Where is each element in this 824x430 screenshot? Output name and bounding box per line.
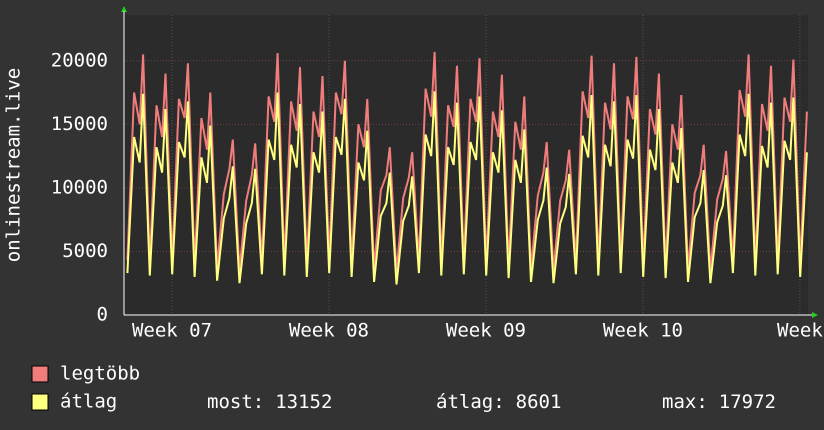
y-tick-label: 5000: [62, 240, 108, 262]
legend-swatch: [31, 365, 49, 383]
stat: átlag: 8601: [436, 391, 561, 413]
y-tick-label: 0: [97, 304, 108, 326]
y-tick-label: 15000: [51, 113, 108, 135]
stat-label: max:: [662, 391, 708, 413]
axis-arrow: [812, 312, 818, 318]
legend-label: legtöbb: [60, 363, 140, 385]
series-line: [126, 51, 808, 272]
x-tick-label: Week: [777, 320, 823, 342]
x-tick-label: Week 07: [132, 320, 212, 342]
stat-value: 8601: [516, 391, 562, 413]
stat-value: 17972: [719, 391, 776, 413]
stat-value: 13152: [275, 391, 332, 413]
legend-label: átlag: [60, 391, 117, 413]
stat: most: 13152: [207, 391, 332, 413]
x-tick-label: Week 08: [289, 320, 369, 342]
stat-label: átlag:: [436, 391, 505, 413]
series-line: [126, 91, 808, 285]
stat-label: most:: [207, 391, 264, 413]
y-tick-label: 10000: [51, 176, 108, 198]
x-tick-label: Week 09: [446, 320, 526, 342]
legend-swatch: [31, 393, 49, 411]
y-axis-title: onlinestream.live: [3, 68, 25, 262]
axis-arrow: [121, 6, 127, 12]
y-tick-label: 20000: [51, 49, 108, 71]
x-tick-label: Week 10: [603, 320, 683, 342]
stat: max: 17972: [662, 391, 776, 413]
